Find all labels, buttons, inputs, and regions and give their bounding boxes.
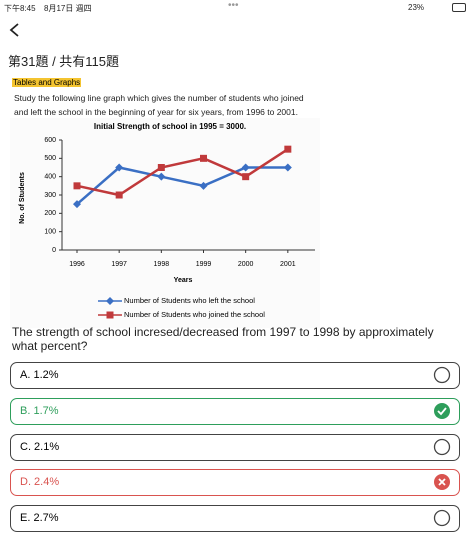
option-label: B. 1.7%: [20, 404, 59, 417]
indicator-circle: [433, 438, 451, 455]
option[interactable]: C. 2.1%: [10, 433, 460, 461]
data-point: [200, 154, 207, 162]
option-indicator: [433, 510, 451, 527]
check-icon: [437, 407, 447, 416]
data-point: [242, 173, 250, 181]
option-label: A. 1.2%: [20, 369, 59, 381]
legend-marker: [106, 311, 114, 319]
chart: Initial Strength of school in 1995 = 300…: [10, 118, 320, 328]
time: 下午8:45: [4, 4, 36, 13]
y-axis-label: No. of Students: [19, 172, 26, 224]
indicator-circle: [433, 366, 451, 384]
intro-text: Study the following line graph which giv…: [14, 93, 304, 117]
question-text: The strength of school incresed/decrease…: [12, 325, 434, 353]
progress: 第31題 / 共有115題: [8, 54, 120, 69]
series-line: [76, 148, 289, 197]
data-point: [115, 163, 124, 172]
option[interactable]: E. 2.7%: [10, 505, 460, 533]
option-indicator: [434, 474, 450, 491]
y-tick-label: 600: [44, 137, 56, 144]
option-indicator: [433, 438, 451, 455]
topic-tag: Tables and Graphs: [12, 78, 82, 87]
data-point: [115, 191, 123, 199]
option[interactable]: D. 2.4%: [10, 469, 460, 497]
battery: 23%: [408, 3, 425, 12]
x-tick-label: 1996: [69, 261, 85, 268]
x-tick-label: 1997: [111, 261, 127, 268]
y-tick-label: 0: [52, 247, 56, 254]
data-point: [199, 181, 208, 190]
x-axis-label: Years: [174, 277, 193, 284]
data-point: [241, 163, 250, 172]
battery-icon: [452, 3, 466, 12]
x-tick-label: 2000: [238, 261, 254, 268]
chart-title: Initial Strength of school in 1995 = 300…: [94, 122, 246, 131]
option-label: E. 2.7%: [20, 512, 59, 525]
legend-label: Number of Students who left the school: [124, 296, 255, 305]
series-line: [76, 166, 288, 206]
date: 8月17日 週四: [44, 4, 92, 13]
data-point: [157, 172, 166, 181]
back-button[interactable]: [8, 22, 22, 38]
x-tick-label: 1998: [154, 261, 170, 268]
option[interactable]: A. 1.2%: [10, 362, 460, 389]
indicator-circle: [434, 402, 450, 419]
y-tick-label: 500: [44, 155, 56, 162]
option-indicator: [433, 366, 451, 384]
dots: •••: [228, 0, 239, 11]
x-tick-label: 2001: [280, 261, 296, 268]
option-label: D. 2.4%: [20, 476, 60, 489]
x-tick-label: 1999: [196, 261, 212, 268]
option-label: C. 2.1%: [20, 440, 60, 453]
y-tick-label: 200: [44, 210, 56, 217]
option-indicator: [434, 402, 450, 419]
data-point: [157, 164, 165, 171]
y-tick-label: 100: [44, 229, 56, 236]
data-point: [283, 163, 292, 172]
option[interactable]: B. 1.7%: [10, 397, 460, 425]
data-point: [284, 145, 292, 153]
y-tick-label: 400: [44, 174, 56, 181]
status-bar: 下午8:45 8月17日 週四 ••• 23%: [0, 0, 474, 16]
legend-marker: [106, 297, 114, 305]
legend-label: Number of Students who joined the school: [124, 310, 265, 319]
data-point: [73, 200, 81, 209]
y-tick-label: 300: [44, 192, 56, 199]
cross-icon: [438, 478, 446, 487]
data-point: [73, 182, 81, 190]
indicator-circle: [433, 510, 451, 527]
